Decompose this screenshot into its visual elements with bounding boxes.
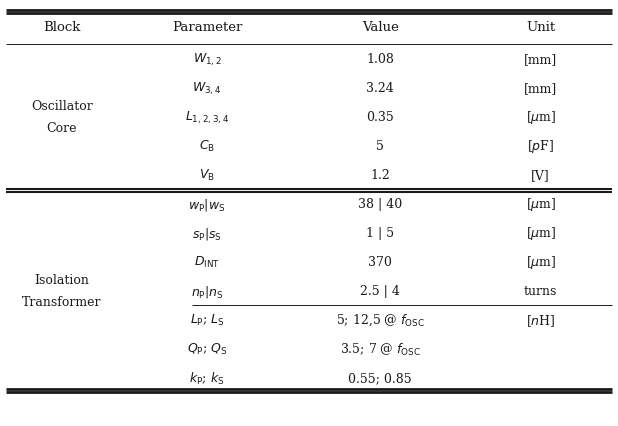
Text: 5; 12,5 @ $f_{\mathrm{OSC}}$: 5; 12,5 @ $f_{\mathrm{OSC}}$: [336, 312, 425, 328]
Text: 0.55; 0.85: 0.55; 0.85: [349, 371, 412, 384]
Text: $n_{\mathrm{P}}|n_{\mathrm{S}}$: $n_{\mathrm{P}}|n_{\mathrm{S}}$: [190, 283, 224, 299]
Text: $w_{\mathrm{P}}|w_{\mathrm{S}}$: $w_{\mathrm{P}}|w_{\mathrm{S}}$: [188, 196, 226, 212]
Text: Value: Value: [362, 21, 399, 34]
Text: $V_{\mathrm{B}}$: $V_{\mathrm{B}}$: [199, 167, 215, 183]
Text: $s_{\mathrm{P}}|s_{\mathrm{S}}$: $s_{\mathrm{P}}|s_{\mathrm{S}}$: [192, 225, 222, 241]
Text: $W_{3,4}$: $W_{3,4}$: [192, 80, 222, 96]
Text: $L_{1,2,3,4}$: $L_{1,2,3,4}$: [185, 109, 229, 125]
Text: $Q_{\mathrm{P}}$; $Q_{\mathrm{S}}$: $Q_{\mathrm{P}}$; $Q_{\mathrm{S}}$: [187, 341, 227, 357]
Text: [$n$H]: [$n$H]: [526, 312, 556, 328]
Text: Unit: Unit: [526, 21, 556, 34]
Text: 0.35: 0.35: [366, 111, 394, 124]
Text: 1.2: 1.2: [370, 169, 390, 181]
Text: [mm]: [mm]: [524, 82, 557, 95]
Text: [V]: [V]: [531, 169, 550, 181]
Text: $D_{\mathrm{INT}}$: $D_{\mathrm{INT}}$: [194, 254, 220, 270]
Text: [$\mu$m]: [$\mu$m]: [525, 225, 556, 242]
Text: [mm]: [mm]: [524, 53, 557, 66]
Text: Oscillator
Core: Oscillator Core: [31, 100, 93, 135]
Text: Block: Block: [43, 21, 80, 34]
Text: [$\mu$m]: [$\mu$m]: [525, 253, 556, 271]
Text: $W_{1,2}$: $W_{1,2}$: [193, 51, 221, 67]
Text: $k_{\mathrm{P}}$; $k_{\mathrm{S}}$: $k_{\mathrm{P}}$; $k_{\mathrm{S}}$: [189, 370, 225, 386]
Text: Isolation
Transformer: Isolation Transformer: [22, 273, 101, 308]
Text: 5: 5: [376, 140, 384, 153]
Text: 3.24: 3.24: [366, 82, 394, 95]
Text: [$\mu$m]: [$\mu$m]: [525, 109, 556, 126]
Text: 1.08: 1.08: [366, 53, 394, 66]
Text: 370: 370: [368, 256, 392, 268]
Text: 2.5 | 4: 2.5 | 4: [360, 285, 400, 297]
Text: 38 | 40: 38 | 40: [358, 198, 402, 210]
Text: [$\mu$m]: [$\mu$m]: [525, 196, 556, 213]
Text: 3.5; 7 @ $f_{\mathrm{OSC}}$: 3.5; 7 @ $f_{\mathrm{OSC}}$: [340, 341, 420, 357]
Text: $C_{\mathrm{B}}$: $C_{\mathrm{B}}$: [199, 138, 215, 154]
Text: turns: turns: [524, 285, 557, 297]
Text: Parameter: Parameter: [172, 21, 242, 34]
Text: 1 | 5: 1 | 5: [366, 227, 394, 239]
Text: [$p$F]: [$p$F]: [527, 138, 554, 155]
Text: $L_{\mathrm{P}}$; $L_{\mathrm{S}}$: $L_{\mathrm{P}}$; $L_{\mathrm{S}}$: [190, 312, 224, 328]
